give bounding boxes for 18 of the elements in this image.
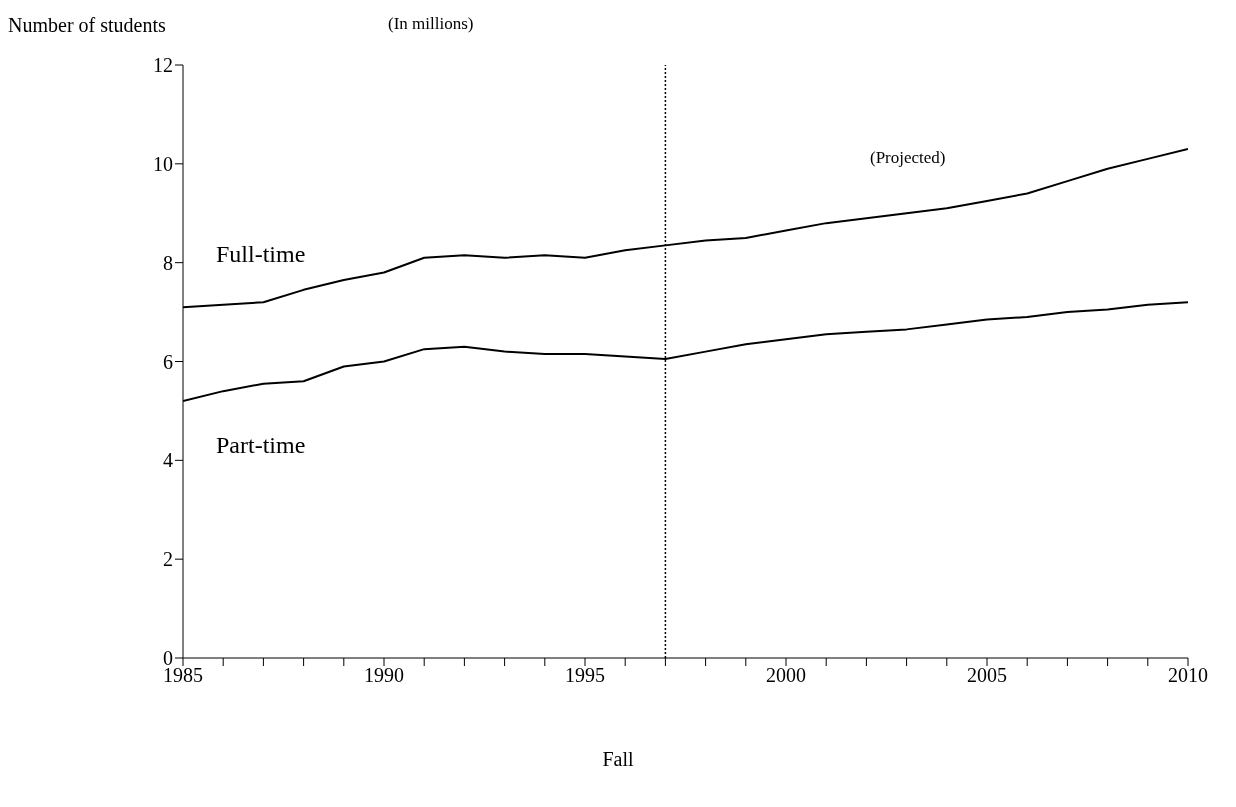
x-axis-title: Fall — [601, 748, 635, 771]
series-label: Full-time — [216, 241, 306, 268]
y-tick-label: 2 — [163, 548, 173, 571]
x-tick-label: 2005 — [967, 664, 1007, 687]
y-tick-label: 6 — [163, 350, 173, 373]
y-axis-title: Number of students — [8, 14, 166, 37]
x-tick-label: 2010 — [1168, 664, 1208, 687]
series-label: Part-time — [216, 432, 306, 459]
x-tick-label: 1985 — [163, 664, 203, 687]
y-tick-label: 10 — [153, 152, 173, 175]
text: (In millions) — [388, 14, 474, 34]
x-tick-label: 2000 — [766, 664, 806, 687]
y-tick-label: 12 — [153, 54, 173, 77]
annotation: (Projected) — [870, 148, 946, 168]
y-tick-label: 8 — [163, 251, 173, 274]
y-tick-label: 4 — [163, 449, 173, 472]
x-tick-label: 1995 — [565, 664, 605, 687]
x-tick-label: 1990 — [364, 664, 404, 687]
